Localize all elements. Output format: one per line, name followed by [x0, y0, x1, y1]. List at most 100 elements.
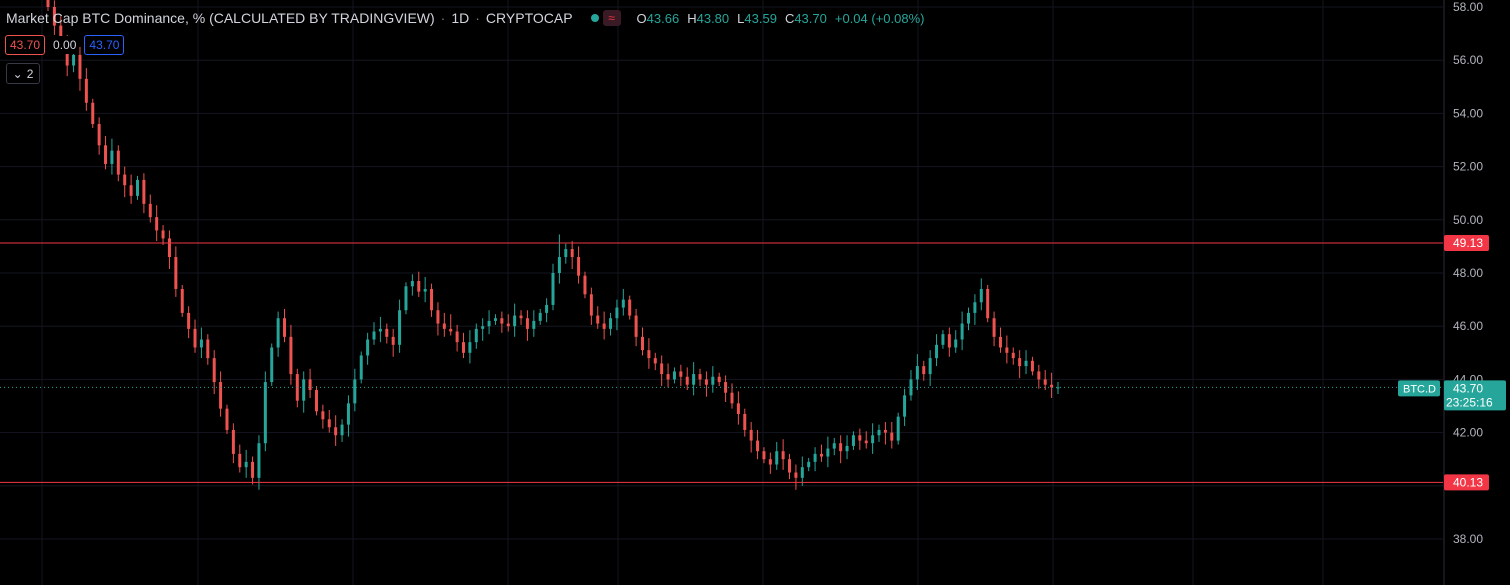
open-value: 43.66 [646, 10, 680, 26]
last-price-label: 43.70 [1453, 381, 1483, 395]
candle-body [78, 54, 82, 79]
candle-body [717, 376, 721, 383]
candle-body [851, 435, 855, 446]
interval-label[interactable]: 1D [451, 10, 470, 26]
legend-separator: · [440, 10, 446, 26]
candle-body [794, 472, 798, 478]
candle-body [800, 467, 804, 478]
candle-body [359, 355, 363, 380]
candle-body [704, 379, 708, 385]
candle-body [538, 312, 542, 321]
candle-body [640, 336, 644, 351]
candle-body [775, 451, 779, 465]
candle-body [206, 339, 210, 359]
candle-body [621, 299, 625, 308]
candle-body [557, 257, 561, 273]
candle-body [276, 318, 280, 348]
candle-body [653, 358, 657, 364]
candle-body [1050, 384, 1054, 388]
candle-body [749, 429, 753, 441]
candle-body [679, 371, 683, 377]
candle-body [979, 288, 983, 303]
ohlc-values: O43.66 H43.80 L43.59 C43.70 +0.04 (+0.08… [636, 10, 925, 26]
candle-body [65, 46, 69, 66]
indicator-count: 2 [26, 66, 34, 81]
candle-body [385, 328, 389, 337]
collapse-indicators-button[interactable]: ⌄ 2 [6, 63, 40, 84]
candle-body [455, 331, 459, 343]
candle-body [219, 382, 223, 409]
y-tick-label: 48.00 [1453, 266, 1483, 280]
candle-body [998, 336, 1002, 348]
candle-body [832, 443, 836, 449]
candle-body [155, 217, 159, 231]
candle-body [698, 374, 702, 380]
candle-body [513, 315, 517, 327]
candle-body [148, 203, 152, 218]
candle-body [545, 304, 549, 313]
candle-body [500, 318, 504, 324]
candle-body [302, 379, 306, 401]
level-price-tag [1444, 234, 1489, 251]
candle-body [129, 185, 133, 196]
candle-body [551, 273, 555, 305]
candle-body [110, 150, 114, 164]
y-tick-label: 42.00 [1453, 426, 1483, 440]
candle-body [346, 403, 350, 425]
candle-body [589, 294, 593, 316]
candle-body [756, 440, 760, 452]
candle-body [743, 413, 747, 430]
candle-body [986, 288, 990, 319]
candle-body [270, 347, 274, 383]
candle-body [1037, 371, 1041, 380]
candle-body [1056, 387, 1060, 389]
y-tick-label: 56.00 [1453, 53, 1483, 67]
close-value: 43.70 [794, 10, 827, 26]
candle-body [449, 328, 453, 332]
candle-body [167, 238, 171, 258]
symbol-title[interactable]: Market Cap BTC Dominance, % (CALCULATED … [6, 10, 435, 26]
candle-body [1030, 360, 1034, 372]
candle-body [404, 286, 408, 311]
candle-body [871, 435, 875, 444]
candle-body [960, 323, 964, 340]
countdown-label: 23:25:16 [1446, 395, 1493, 409]
candle-body [967, 312, 971, 324]
candle-body [577, 257, 581, 276]
candle-body [628, 299, 632, 316]
candle-body [525, 318, 529, 329]
symbol-tag-label: BTC.D [1403, 383, 1436, 395]
indicator-values: 43.70 0.00 43.70 [5, 35, 125, 55]
market-status-dot[interactable] [590, 14, 599, 22]
candle-body [615, 307, 619, 319]
candle-body [493, 318, 497, 321]
candle-body [768, 459, 772, 465]
candle-body [877, 429, 881, 436]
candle-body [596, 315, 600, 324]
candle-body [762, 451, 766, 460]
candle-body [928, 358, 932, 375]
y-tick-label: 58.00 [1453, 0, 1483, 14]
legend-separator: · [475, 10, 480, 26]
candle-body [231, 429, 235, 454]
candle-body [91, 102, 95, 125]
level-price-tag [1444, 474, 1489, 491]
candle-body [788, 459, 792, 473]
indicator-value-b: 0.00 [51, 36, 79, 54]
candle-body [935, 344, 939, 359]
candle-body [807, 461, 811, 468]
candle-body [583, 275, 587, 295]
wave-icon[interactable]: ≈ [602, 10, 621, 26]
candle-body [193, 328, 197, 348]
candle-body [570, 249, 574, 258]
candle-body [973, 302, 977, 313]
candle-body [813, 453, 817, 462]
candle-body [187, 312, 191, 329]
candle-body [123, 174, 127, 186]
candle-body [84, 78, 88, 103]
candle-body [104, 145, 108, 164]
candle-body [238, 453, 242, 468]
candle-body [417, 280, 421, 292]
candle-body [161, 230, 165, 239]
